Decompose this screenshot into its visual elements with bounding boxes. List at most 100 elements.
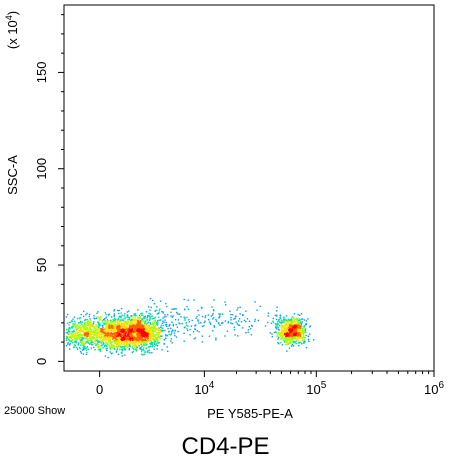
data-point — [154, 343, 156, 345]
data-point — [137, 334, 139, 336]
data-point — [297, 335, 300, 337]
data-point — [105, 331, 108, 334]
data-point — [137, 343, 139, 345]
data-point — [117, 319, 119, 321]
data-point — [180, 316, 182, 318]
data-point — [150, 331, 153, 333]
data-point — [183, 332, 185, 334]
data-point — [98, 322, 100, 324]
data-point — [146, 334, 148, 336]
data-point — [299, 314, 301, 316]
data-point — [231, 323, 233, 325]
data-point — [146, 324, 148, 326]
data-point — [303, 339, 305, 341]
data-point — [133, 338, 135, 341]
data-point — [296, 320, 299, 322]
data-point — [284, 319, 286, 321]
data-point — [93, 321, 95, 323]
data-point — [301, 332, 304, 334]
data-point — [300, 332, 302, 334]
data-point — [126, 341, 128, 343]
data-point — [100, 341, 102, 343]
data-point — [85, 313, 87, 316]
data-point — [290, 329, 292, 331]
data-point — [114, 325, 116, 328]
data-point — [239, 313, 241, 315]
data-point — [105, 345, 108, 347]
data-point — [134, 340, 136, 342]
data-point — [271, 333, 273, 335]
data-point — [274, 314, 276, 317]
data-point — [201, 341, 203, 343]
x-tick-label: 106 — [424, 380, 444, 397]
data-point — [148, 306, 150, 308]
data-point — [110, 329, 113, 331]
data-point — [156, 313, 159, 315]
data-point — [146, 316, 149, 319]
data-point — [292, 325, 295, 328]
data-point — [148, 324, 150, 326]
data-point — [138, 318, 140, 320]
data-point — [186, 329, 189, 332]
data-point — [121, 335, 124, 337]
data-point — [250, 324, 253, 327]
data-point — [78, 322, 80, 324]
data-point — [120, 321, 123, 323]
data-point — [113, 332, 116, 334]
data-point — [170, 340, 172, 342]
data-point — [74, 322, 76, 324]
data-point — [280, 342, 282, 344]
data-point — [98, 324, 100, 326]
data-point — [99, 333, 101, 335]
data-point — [133, 333, 136, 335]
data-point — [100, 330, 103, 332]
data-point — [100, 335, 102, 338]
data-point — [146, 335, 148, 337]
data-point — [65, 316, 68, 318]
data-point — [132, 350, 135, 353]
data-point — [113, 345, 116, 348]
data-point — [95, 344, 97, 346]
data-point — [136, 330, 138, 332]
data-point — [145, 329, 147, 332]
data-point — [100, 330, 102, 332]
data-point — [168, 323, 171, 326]
data-point — [88, 315, 90, 318]
data-point — [87, 348, 90, 350]
data-point — [155, 338, 158, 340]
data-point — [117, 323, 119, 326]
data-point — [107, 343, 109, 346]
data-point — [144, 332, 147, 335]
data-point — [283, 330, 286, 332]
data-point — [111, 333, 113, 336]
data-point — [139, 324, 142, 326]
data-point — [94, 340, 97, 342]
data-point — [102, 326, 104, 329]
data-point — [213, 317, 215, 319]
data-point — [145, 342, 147, 344]
data-point — [134, 335, 137, 338]
data-point — [146, 340, 149, 342]
data-point — [113, 319, 115, 322]
data-point — [297, 325, 299, 327]
data-point — [148, 335, 150, 338]
data-point — [120, 346, 122, 348]
data-point — [132, 323, 134, 325]
data-point — [289, 340, 291, 342]
data-point — [293, 329, 296, 331]
data-point — [272, 320, 274, 322]
data-point — [288, 325, 291, 328]
data-point — [127, 319, 129, 321]
data-point — [125, 333, 127, 335]
data-point — [99, 317, 101, 319]
data-point — [280, 324, 283, 326]
data-point — [131, 328, 134, 330]
data-point — [272, 317, 274, 320]
data-point — [109, 340, 111, 343]
data-point — [278, 343, 280, 345]
data-point — [115, 350, 118, 352]
data-point — [139, 336, 141, 338]
data-point — [83, 345, 85, 347]
data-point — [108, 344, 110, 347]
data-point — [295, 342, 297, 345]
